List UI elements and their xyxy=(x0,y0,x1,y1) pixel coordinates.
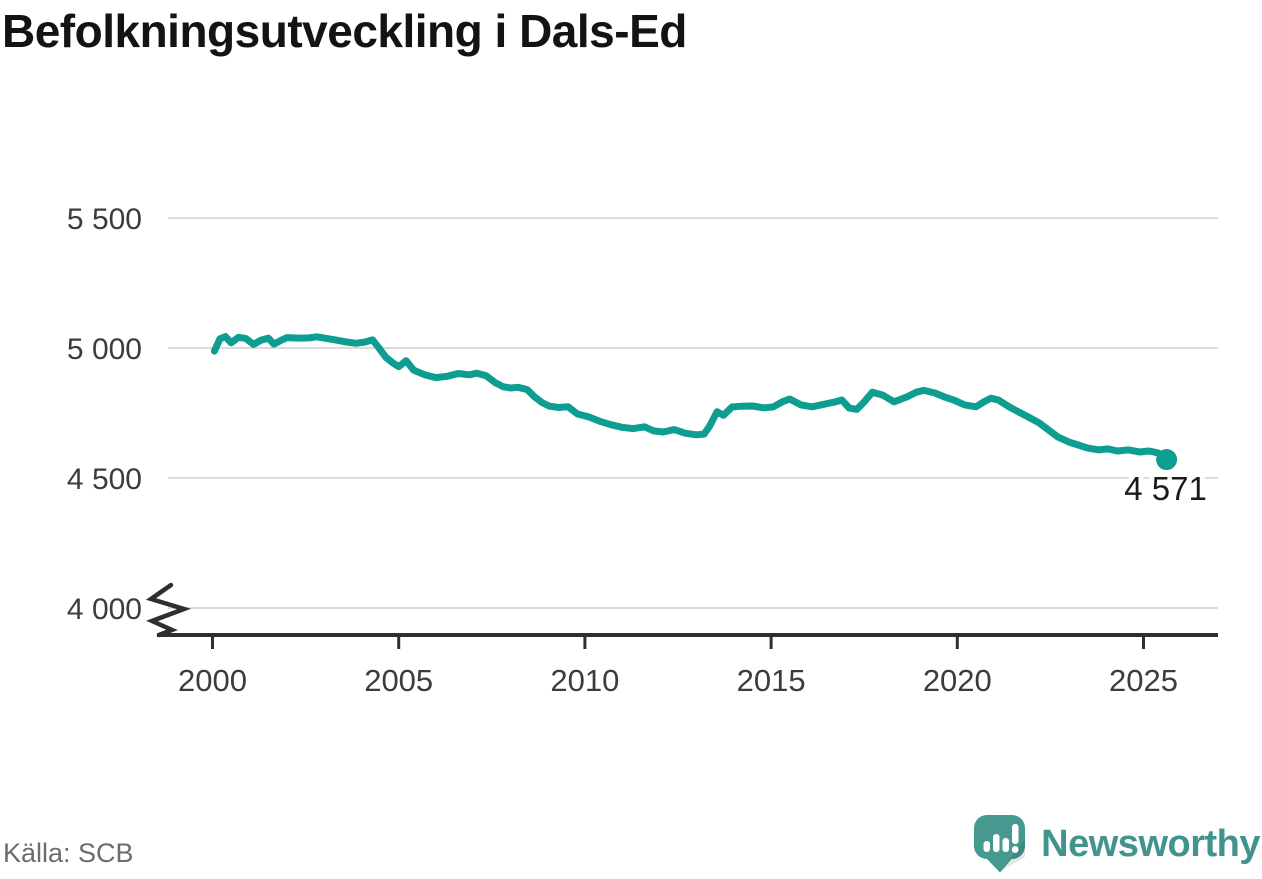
x-tick-label: 2015 xyxy=(737,663,806,698)
x-tick-label: 2025 xyxy=(1109,663,1178,698)
chart-bar-3 xyxy=(1002,838,1010,852)
chart-bar-2 xyxy=(993,834,1000,852)
exclamation-dot xyxy=(1011,846,1019,853)
exclamation-bar xyxy=(1012,824,1019,844)
bubble-shading xyxy=(1000,839,1026,872)
latest-value-dot xyxy=(1156,449,1178,471)
x-tick-label: 2010 xyxy=(550,663,619,698)
newsworthy-bubble-chart-icon xyxy=(974,815,1026,873)
x-tick-label: 2020 xyxy=(923,663,992,698)
newsworthy-logo: Newsworthy xyxy=(974,815,1260,873)
y-tick-label: 4 500 xyxy=(67,463,142,496)
chart-bar-1 xyxy=(983,841,991,852)
y-tick-label: 5 000 xyxy=(67,333,142,366)
x-tick-label: 2000 xyxy=(178,663,247,698)
population-line xyxy=(210,333,1171,463)
y-tick-label: 5 500 xyxy=(67,203,142,236)
y-tick-label: 4 000 xyxy=(67,593,142,626)
x-tick-label: 2005 xyxy=(364,663,433,698)
latest-value-label: 4 571 xyxy=(1124,470,1207,507)
chart-title: Befolkningsutveckling i Dals-Ed xyxy=(2,5,687,57)
newsworthy-wordmark: Newsworthy xyxy=(1041,822,1260,865)
source-label: Källa: SCB xyxy=(3,838,134,868)
axis-break-icon xyxy=(145,582,192,638)
